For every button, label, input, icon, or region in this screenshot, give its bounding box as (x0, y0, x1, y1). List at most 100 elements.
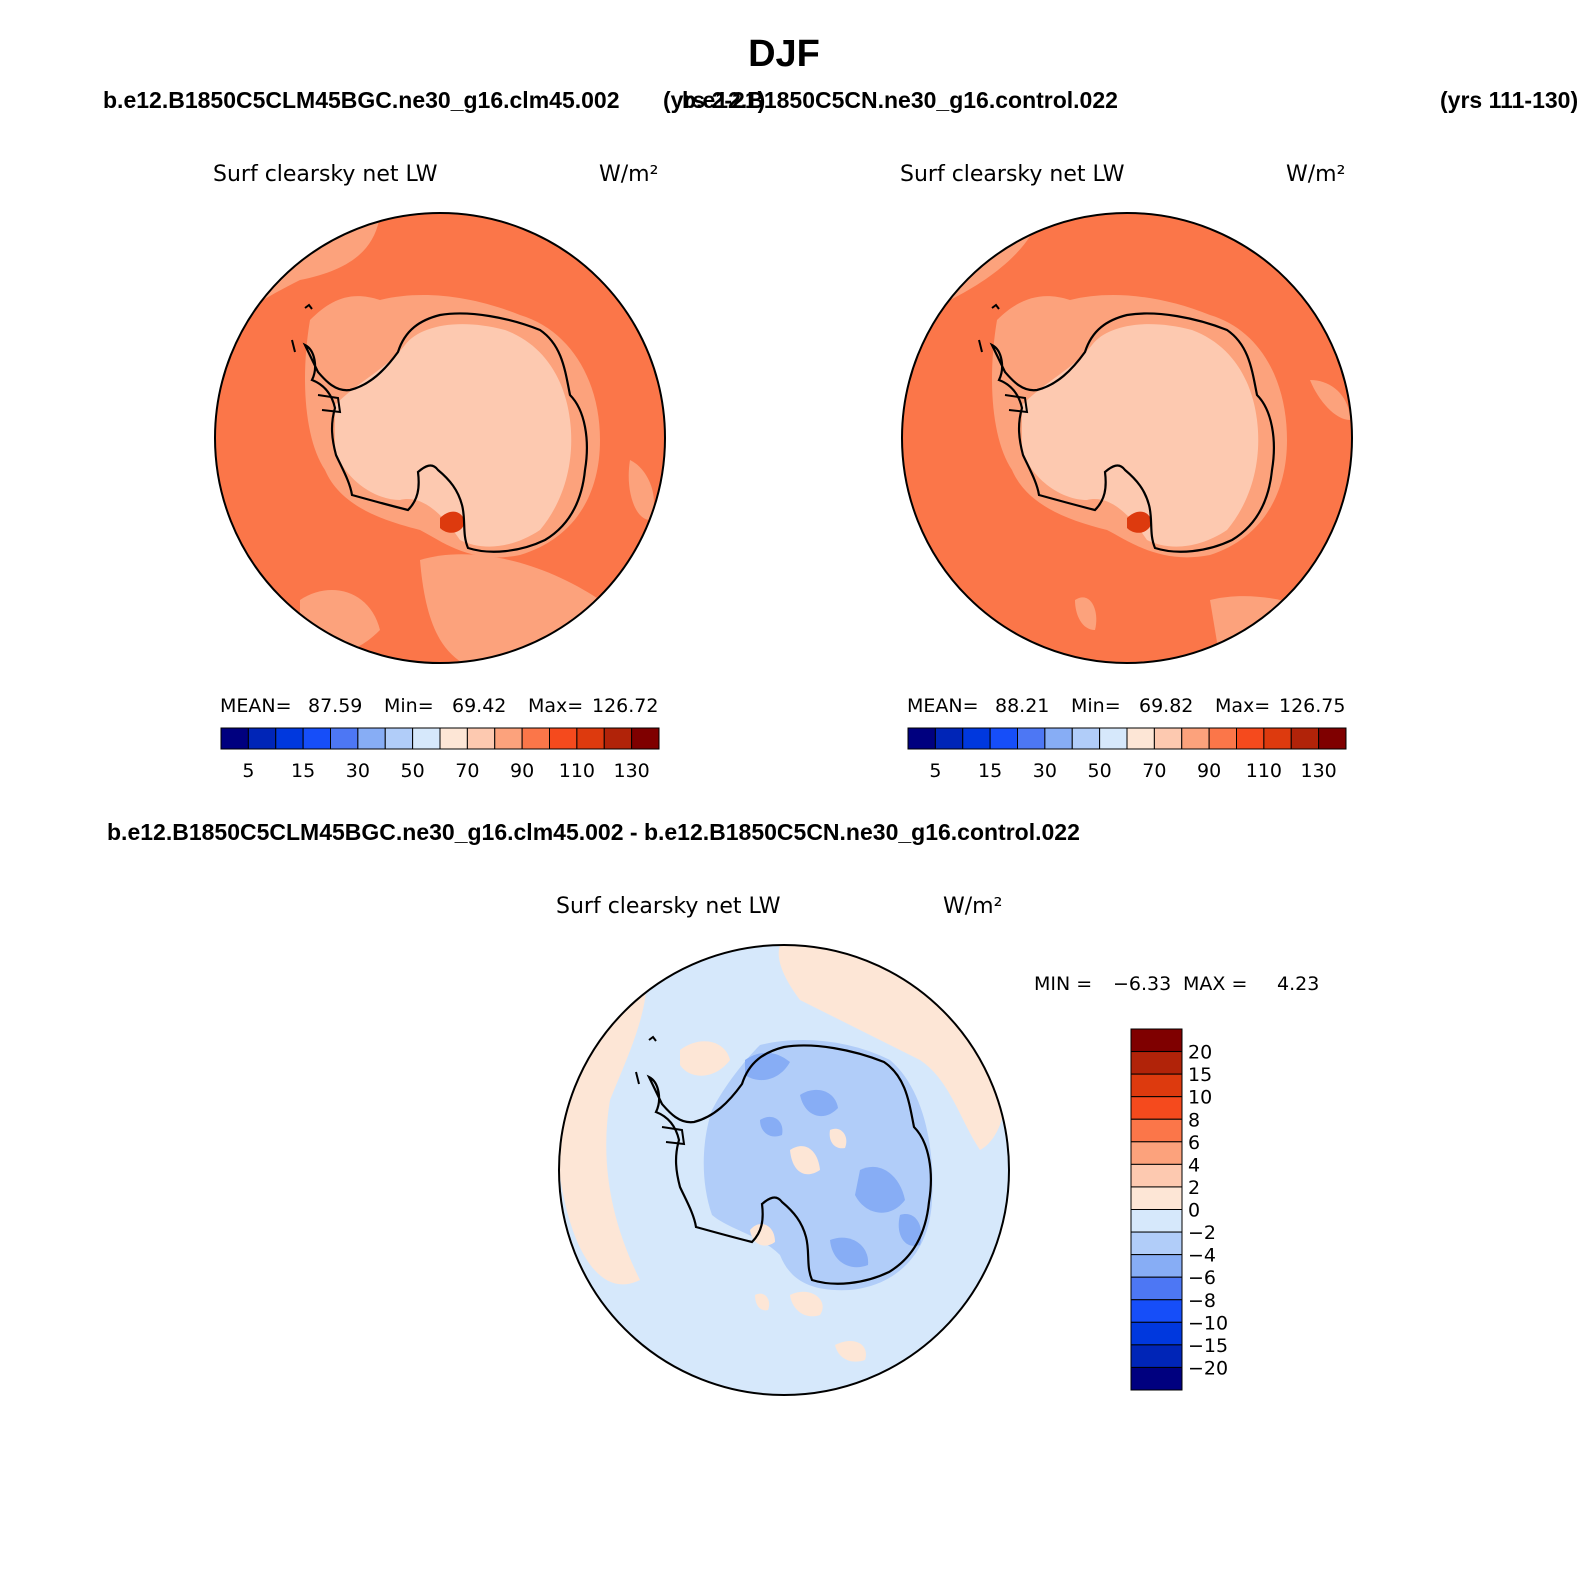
map-panel-control: Surf clearsky net LW W/m² MEAN= 88.21 Mi… (900, 162, 1353, 782)
panel-b-colorbar-box-7 (1099, 727, 1128, 750)
page-title: DJF (748, 33, 820, 75)
panel-c-max-value: 4.23 (1277, 973, 1319, 995)
panel-b-colorbar-box-9 (1153, 727, 1183, 750)
control-case-years: (yrs 111-130) (1440, 87, 1578, 113)
panel-b-colorbar-box-8 (1126, 727, 1155, 750)
panel-c-colorbar-box-14 (1130, 1344, 1183, 1368)
panel-c-colorbar-box-9 (1130, 1231, 1183, 1256)
panel-a-colorbar-box-6 (384, 727, 414, 750)
panel-b-colorbar-tick-label: 110 (1246, 760, 1282, 782)
panel-c-colorbar-tick-label: 10 (1188, 1087, 1212, 1109)
svg-text:MEAN= 88.21 Min=: MEAN= 88.21 Min= 69.82 Max= 126.75 (907, 695, 1345, 717)
panel-b-mean-value: 88.21 (995, 695, 1049, 717)
panel-b-mean-label: MEAN= (907, 695, 979, 717)
panel-b-colorbar-tick-label: 50 (1088, 760, 1112, 782)
svg-text:MIN = −6.33 MAX =: MIN = −6.33 MAX = 4.23 (1034, 973, 1319, 995)
panel-c-colorbar-box-5 (1130, 1141, 1183, 1165)
panel-a-min-value: 69.42 (452, 695, 506, 717)
panel-c-colorbar-tick-label: −4 (1188, 1245, 1216, 1267)
panel-c-colorbar-box-4 (1130, 1118, 1183, 1143)
panel-c-colorbar-box-1 (1130, 1051, 1183, 1075)
panel-c-min-label: MIN = (1034, 973, 1092, 995)
panel-b-colorbar-tick-label: 15 (978, 760, 1002, 782)
panel-b-colorbar-box-0 (907, 727, 936, 750)
panel-c-colorbar-tick-label: −8 (1188, 1290, 1216, 1312)
panel-b-min-value: 69.82 (1139, 695, 1193, 717)
panel-c-colorbar-tick-label: −10 (1188, 1312, 1228, 1334)
panel-c-colorbar-tick-label: −15 (1188, 1335, 1228, 1357)
panel-a-colorbar-box-12 (549, 727, 578, 750)
panel-b-colorbar-box-5 (1044, 727, 1073, 750)
panel-b-colorbar-box-2 (962, 727, 991, 750)
panel-b-colorbar-box-10 (1181, 727, 1210, 750)
panel-c-units: W/m² (943, 894, 1002, 919)
panel-b-colorbar-box-3 (989, 727, 1018, 750)
panel-a-colorbar-tick-label: 15 (291, 760, 315, 782)
panel-c-min-value: −6.33 (1113, 973, 1171, 995)
map-panel-test: Surf clearsky net LW W/m² MEAN= 87.59 Mi… (213, 162, 666, 782)
panel-a-colorbar-box-4 (330, 727, 359, 750)
panel-c-colorbar-box-0 (1130, 1028, 1183, 1053)
panel-c-colorbar-tick-label: 6 (1188, 1132, 1200, 1154)
panel-a-units: W/m² (599, 162, 658, 187)
panel-a-colorbar-box-1 (247, 727, 277, 750)
panel-c-colorbar-tick-label: 20 (1188, 1042, 1212, 1064)
svg-text:MEAN= 87.59 Min=: MEAN= 87.59 Min= 69.42 Max= 126.72 (220, 695, 658, 717)
panel-a-colorbar-tick-label: 50 (401, 760, 425, 782)
panel-a-colorbar-box-3 (302, 727, 331, 750)
panel-a-colorbar-box-14 (603, 727, 633, 750)
panel-b-colorbar-box-4 (1017, 727, 1046, 750)
panel-c-colorbar-tick-label: 15 (1188, 1064, 1212, 1086)
panel-b-colorbar-box-6 (1071, 727, 1101, 750)
panel-a-min-label: Min= (384, 695, 434, 717)
panel-b-colorbar-box-11 (1208, 727, 1237, 750)
panel-c-colorbar-tick-label: −20 (1188, 1357, 1228, 1379)
panel-c-variable: Surf clearsky net LW (556, 894, 781, 919)
panel-b-units: W/m² (1286, 162, 1345, 187)
panel-b-colorbar-tick-label: 70 (1142, 760, 1166, 782)
panel-a-colorbar-box-7 (412, 727, 441, 750)
panel-b-colorbar-tick-label: 5 (929, 760, 941, 782)
panel-c-colorbar-tick-label: −2 (1188, 1222, 1216, 1244)
panel-a-colorbar-tick-label: 5 (242, 760, 254, 782)
panel-a-colorbar-tick-label: 30 (346, 760, 370, 782)
control-case-name: b.e12.B1850C5CN.ne30_g16.control.022 (682, 87, 1118, 113)
panel-c-colorbar-tick-label: 8 (1188, 1109, 1200, 1131)
panel-c-colorbar-box-13 (1130, 1321, 1183, 1346)
panel-b-colorbar-box-1 (934, 727, 964, 750)
panel-a-colorbar-box-5 (357, 727, 386, 750)
panel-c-colorbar-box-2 (1130, 1073, 1183, 1098)
panel-b-colorbar: 5 15 30 50 70 90 110 130 (907, 727, 1347, 782)
test-case-years: (yrs 2-21) (663, 87, 765, 113)
panel-c-colorbar-box-10 (1130, 1254, 1183, 1278)
panel-a-colorbar-tick-label: 70 (455, 760, 479, 782)
panel-a-max-value: 126.72 (592, 695, 658, 717)
panel-a-colorbar-tick-label: 110 (559, 760, 595, 782)
map-c-field (559, 945, 1009, 1395)
panel-c-colorbar-box-7 (1130, 1186, 1183, 1210)
map-a-field (215, 213, 665, 663)
panel-b-colorbar-tick-label: 130 (1300, 760, 1336, 782)
panel-b-colorbar-box-13 (1263, 727, 1292, 750)
panel-b-colorbar-box-12 (1236, 727, 1265, 750)
panel-a-max-label: Max= (528, 695, 583, 717)
panel-c-colorbar-tick-label: 4 (1188, 1154, 1200, 1176)
panel-c-colorbar-box-11 (1130, 1276, 1183, 1301)
panel-a-colorbar-box-8 (439, 727, 468, 750)
panel-c-colorbar-box-12 (1130, 1299, 1183, 1323)
map-panel-difference: Surf clearsky net LW W/m² MI (556, 894, 1319, 1396)
panel-a-colorbar-box-11 (521, 727, 550, 750)
panel-c-colorbar-tick-label: −6 (1188, 1267, 1216, 1289)
panel-b-colorbar-tick-label: 30 (1033, 760, 1057, 782)
panel-c-colorbar-box-6 (1130, 1163, 1183, 1188)
panel-b-max-label: Max= (1215, 695, 1270, 717)
panel-b-variable: Surf clearsky net LW (900, 162, 1125, 187)
panel-a-colorbar-tick-label: 130 (613, 760, 649, 782)
panel-a-colorbar-box-2 (275, 727, 304, 750)
panel-b-colorbar-tick-label: 90 (1197, 760, 1221, 782)
panel-a-colorbar-box-15 (631, 727, 660, 750)
panel-b-colorbar-box-14 (1290, 727, 1320, 750)
test-case-name: b.e12.B1850C5CLM45BGC.ne30_g16.clm45.002 (103, 87, 620, 113)
